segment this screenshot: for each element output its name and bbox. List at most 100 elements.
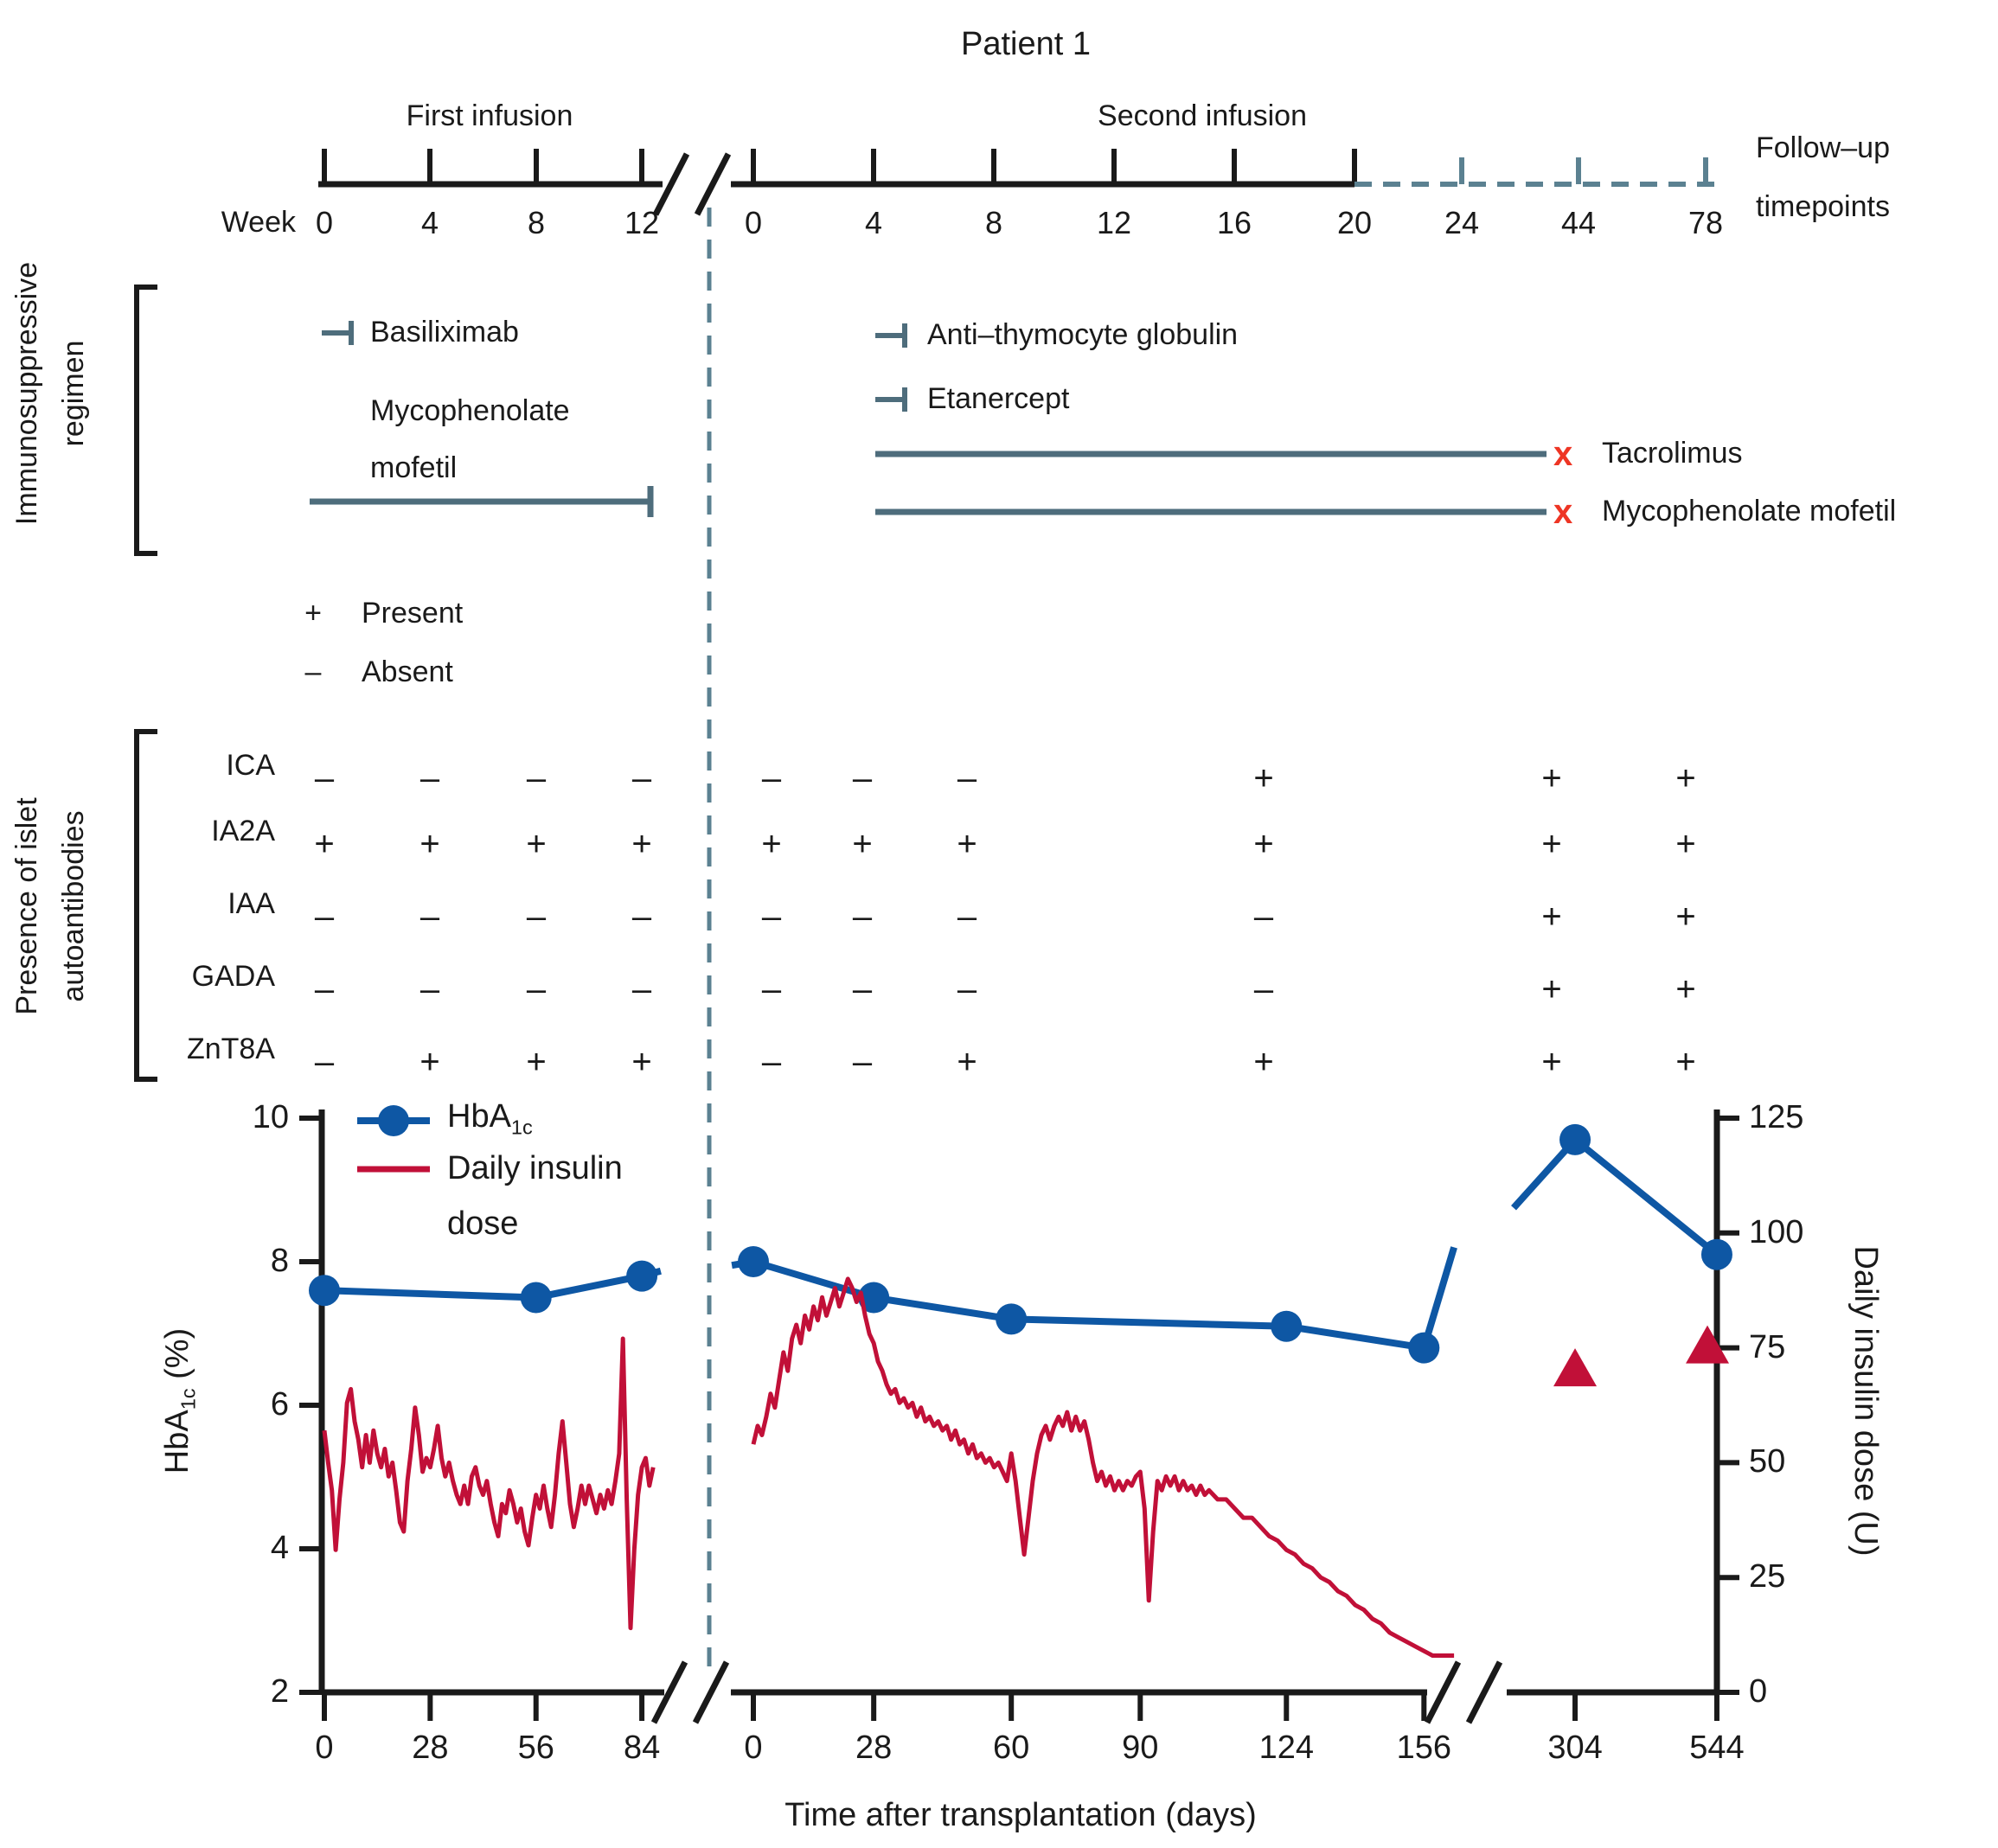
x-tick-label: 90: [1122, 1730, 1159, 1767]
antibody-cell: –: [314, 898, 335, 936]
hba1c-point: [1408, 1332, 1440, 1364]
x-tick-label: 0: [315, 1730, 334, 1767]
y-left-axis-label-main: HbA: [158, 1410, 195, 1474]
followup-label-line1: Follow–up: [1756, 131, 1890, 165]
x-tick-label: 124: [1258, 1730, 1314, 1767]
x-tick-label: 304: [1547, 1730, 1603, 1767]
antibody-cell: +: [761, 825, 782, 863]
hba1c-point: [738, 1246, 769, 1277]
antibody-cell: +: [1541, 970, 1562, 1008]
y-right-tick-label: 50: [1749, 1443, 1786, 1480]
x-axis-label: Time after transplantation (days): [784, 1797, 1257, 1834]
antibody-cell: –: [761, 970, 782, 1008]
x-axis-break-1-slash-2: [692, 1660, 730, 1724]
antibody-cell: +: [1675, 759, 1696, 797]
antibody-cell: +: [1675, 1043, 1696, 1081]
mmf-first-label-line2: mofetil: [370, 451, 458, 485]
antibody-section-label-line1: Presence of islet: [10, 797, 44, 1015]
y-right-tick-label: 100: [1749, 1213, 1804, 1250]
antibody-cell: –: [957, 898, 977, 936]
week-tick-label-followup: 78: [1687, 205, 1724, 241]
antibody-cell: –: [526, 970, 547, 1008]
antibody-cell: +: [957, 825, 977, 863]
basiliximab-label: Basiliximab: [370, 316, 519, 349]
week-tick-label-first: 8: [527, 205, 546, 241]
y-right-tick-label: 75: [1749, 1328, 1786, 1365]
antibody-cell: +: [419, 825, 440, 863]
antibody-row-label: ZnT8A: [186, 1033, 275, 1066]
y-left-tick-label: 8: [270, 1243, 289, 1280]
legend-hba1c-main: HbA: [447, 1097, 511, 1135]
atg-label: Anti–thymocyte globulin: [927, 318, 1239, 352]
antibody-cell: –: [526, 898, 547, 936]
antibody-cell: –: [1253, 970, 1274, 1008]
week-axis-label: Week: [221, 206, 296, 240]
hba1c-point: [626, 1260, 658, 1292]
x-tick-label: 28: [412, 1730, 449, 1767]
regimen-section-label-line2: regimen: [57, 340, 91, 447]
antibody-cell: –: [1253, 898, 1274, 936]
hba1c-point: [858, 1282, 890, 1314]
first-infusion-title: First infusion: [406, 99, 573, 133]
antibody-bracket: [134, 729, 157, 1082]
antibody-cell: –: [852, 1043, 873, 1081]
y-left-tick-label: 2: [270, 1673, 289, 1711]
page-title: Patient 1: [961, 26, 1091, 63]
x-axis-break-1-slash-1: [650, 1660, 688, 1724]
legend-insulin-label-line2: dose: [447, 1205, 519, 1243]
antibody-cell: +: [1675, 825, 1696, 863]
antibody-cell: +: [1541, 898, 1562, 936]
antibody-cell: –: [631, 970, 652, 1008]
hba1c-point: [1700, 1238, 1732, 1270]
antibody-cell: –: [419, 898, 440, 936]
y-left-tick-label: 4: [270, 1530, 289, 1567]
antibody-cell: +: [526, 825, 547, 863]
insulin-line-segment-1: [322, 1336, 656, 1631]
antibody-cell: +: [957, 1043, 977, 1081]
antibody-row-label: IA2A: [211, 815, 275, 848]
week-tick-label-second: 20: [1336, 205, 1373, 241]
antibody-cell: –: [852, 759, 873, 797]
antibody-cell: –: [761, 759, 782, 797]
x-axis-break-2-slash-2: [1465, 1660, 1503, 1724]
mmf-first-label-line1: Mycophenolate: [370, 394, 570, 428]
second-infusion-title: Second infusion: [1098, 99, 1307, 133]
antibody-cell: –: [314, 1043, 335, 1081]
antibody-cell: +: [1541, 1043, 1562, 1081]
legend-insulin-label-line1: Daily insulin: [447, 1150, 623, 1187]
absent-symbol: –: [304, 655, 322, 689]
antibody-cell: +: [1253, 825, 1274, 863]
antibody-cell: +: [1253, 759, 1274, 797]
present-label: Present: [362, 597, 464, 630]
antibody-cell: +: [631, 825, 652, 863]
week-tick-label-followup: 44: [1560, 205, 1597, 241]
y-left-axis-label-sub: 1c: [176, 1388, 200, 1410]
week-tick-label-second: 16: [1216, 205, 1252, 241]
hba1c-point: [996, 1303, 1028, 1335]
antibody-cell: –: [957, 759, 977, 797]
insulin-triangle-marker: [1686, 1325, 1730, 1364]
antibody-cell: –: [761, 1043, 782, 1081]
antibody-cell: –: [852, 970, 873, 1008]
followup-label-line2: timepoints: [1756, 190, 1890, 224]
y-left-tick-label: 10: [252, 1099, 289, 1136]
tacrolimus-label: Tacrolimus: [1602, 437, 1743, 470]
week-axis-break-slash-1: [652, 152, 690, 216]
week-tick-label-second: 4: [864, 205, 883, 241]
antibody-cell: +: [631, 1043, 652, 1081]
x-tick-label: 156: [1396, 1730, 1452, 1767]
absent-label: Absent: [362, 655, 453, 689]
antibody-cell: –: [631, 759, 652, 797]
antibody-cell: –: [631, 898, 652, 936]
week-tick-label-second: 12: [1096, 205, 1132, 241]
antibody-section-label-line2: autoantibodies: [57, 810, 91, 1002]
x-tick-label: 84: [623, 1730, 661, 1767]
antibody-cell: +: [526, 1043, 547, 1081]
y-right-tick-label: 0: [1749, 1673, 1768, 1711]
hba1c-point: [1559, 1123, 1591, 1155]
antibody-cell: +: [314, 825, 335, 863]
antibody-cell: +: [852, 825, 873, 863]
tacrolimus-discontinued-x-icon: x: [1553, 435, 1573, 473]
y-left-axis-label-suffix: (%): [158, 1327, 195, 1389]
